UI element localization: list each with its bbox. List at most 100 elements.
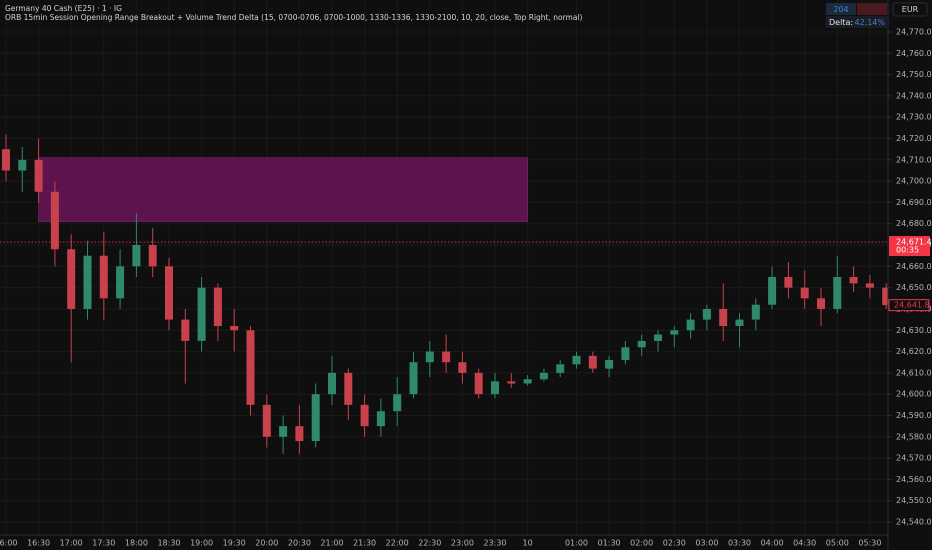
- buy-volume: 204: [833, 5, 848, 14]
- candle-body: [213, 287, 222, 326]
- y-tick-label: 24,610.0: [896, 368, 932, 377]
- candle-body: [474, 372, 483, 395]
- y-tick-label: 24,680.0: [896, 219, 932, 228]
- x-tick-label: 17:00: [60, 539, 83, 548]
- currency-button[interactable]: [892, 2, 928, 17]
- x-tick-label: 19:30: [223, 539, 246, 548]
- x-tick-label: 03:00: [695, 539, 718, 548]
- last-price-tag: [888, 299, 930, 312]
- buy-cell: [826, 3, 856, 15]
- y-tick-label: 24,690.0: [896, 198, 932, 207]
- candle-body: [751, 304, 760, 320]
- x-tick-label: 05:30: [858, 539, 881, 548]
- candle-body: [800, 287, 809, 299]
- y-tick-label: 24,630.0: [896, 326, 932, 335]
- candle-body: [686, 319, 695, 331]
- y-tick-label: 24,580.0: [896, 432, 932, 441]
- indicator-title: ORB 15min Session Opening Range Breakout…: [5, 13, 583, 22]
- candle-body: [409, 362, 418, 395]
- candle-body: [784, 277, 793, 288]
- y-tick-label: 24,560.0: [896, 475, 932, 484]
- x-tick-label: 01:00: [565, 539, 588, 548]
- chart-title: Germany 40 Cash (E25) · 1 · IG: [5, 4, 122, 13]
- candle-body: [768, 277, 777, 305]
- y-tick-label: 24,710.0: [896, 155, 932, 164]
- candle-body: [572, 355, 581, 365]
- candle-body: [230, 326, 239, 331]
- y-tick-label: 24,570.0: [896, 454, 932, 463]
- candle-body: [507, 381, 516, 384]
- x-tick-label: 22:00: [386, 539, 409, 548]
- countdown-label: 00:35: [896, 246, 919, 255]
- opening-range-box: [38, 157, 528, 222]
- x-tick-label: 10: [523, 539, 533, 548]
- x-tick-label: 16:30: [27, 539, 50, 548]
- y-tick-label: 24,540.0: [896, 518, 932, 527]
- currency-label[interactable]: EUR: [902, 5, 919, 14]
- y-tick-label: 24,750.0: [896, 70, 932, 79]
- candle-body: [393, 394, 402, 412]
- x-tick-label: 23:30: [483, 539, 506, 548]
- candle-body: [491, 381, 499, 395]
- candle-body: [654, 334, 662, 341]
- candle-body: [116, 266, 125, 299]
- candle-body: [295, 426, 304, 442]
- candle-body: [670, 330, 679, 335]
- y-tick-label: 24,600.0: [896, 390, 932, 399]
- x-tick-label: 17:30: [92, 539, 115, 548]
- candle-body: [67, 249, 76, 309]
- candle-body: [132, 245, 141, 267]
- candle-body: [588, 355, 597, 369]
- y-tick-label: 24,550.0: [896, 496, 932, 505]
- candle-body: [83, 255, 92, 309]
- x-tick-label: 22:30: [418, 539, 441, 548]
- delta-label: Delta:: [829, 18, 853, 27]
- candle-body: [18, 159, 27, 171]
- candle-body: [458, 362, 467, 373]
- candle-body: [376, 411, 385, 427]
- reference-price-label: 24,671.4: [896, 238, 932, 247]
- candle-body: [849, 277, 858, 284]
- y-tick-label: 24,760.0: [896, 49, 932, 58]
- axes: 24,540.0 24,550.0 24,560.0 24,570.0 24,580.0…: [0, 28, 932, 548]
- y-tick-label: 24,740.0: [896, 91, 932, 100]
- x-tick-label: 04:30: [793, 539, 816, 548]
- x-tick-label: 21:00: [320, 539, 343, 548]
- x-tick-label: 18:30: [157, 539, 180, 548]
- y-tick-label: 24,770.0: [896, 28, 932, 37]
- x-tick-label: 23:00: [451, 539, 474, 548]
- candle-body: [34, 159, 43, 192]
- candle-body: [50, 191, 59, 250]
- candle-body: [328, 372, 336, 395]
- candle-body: [2, 149, 10, 171]
- x-tick-label: 20:30: [288, 539, 311, 548]
- candle-body: [165, 266, 173, 320]
- y-tick-label: 24,650.0: [896, 283, 932, 292]
- last-price-label: 24,641.8: [894, 301, 930, 310]
- candle-body: [702, 308, 711, 320]
- candle-body: [523, 379, 532, 384]
- delta-row: [826, 16, 887, 28]
- candle-body: [539, 372, 548, 380]
- x-tick-label: 04:00: [761, 539, 784, 548]
- candle-body: [246, 330, 255, 405]
- candle-body: [148, 245, 157, 267]
- candle-body: [311, 394, 320, 442]
- candle-body: [865, 283, 874, 288]
- candle-body: [279, 426, 288, 437]
- candle-body: [360, 404, 369, 427]
- candle-body: [605, 360, 614, 369]
- x-tick-label: 02:00: [630, 539, 653, 548]
- x-tick-label: 03:30: [728, 539, 751, 548]
- candle-body: [719, 308, 728, 326]
- candle-body: [621, 347, 630, 361]
- x-tick-label: 16:00: [0, 539, 18, 548]
- x-tick-label: 21:30: [353, 539, 376, 548]
- y-tick-label: 24,590.0: [896, 411, 932, 420]
- x-tick-label: 02:30: [663, 539, 686, 548]
- x-tick-label: 18:00: [125, 539, 148, 548]
- candle-body: [735, 319, 744, 326]
- sell-cell: [857, 3, 887, 15]
